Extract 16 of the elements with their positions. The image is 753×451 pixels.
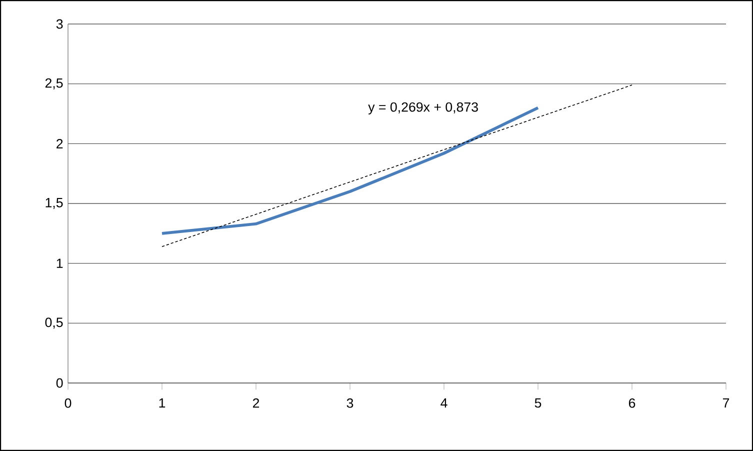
x-tick-label: 0 [64, 398, 72, 408]
x-tick-label: 5 [534, 398, 542, 408]
x-tick-label: 2 [252, 398, 260, 408]
y-tick-label: 0,5 [45, 318, 63, 329]
y-tick-label: 0 [56, 378, 63, 388]
x-tick-label: 1 [159, 398, 166, 408]
x-tick-label: 4 [440, 398, 448, 408]
y-tick-label: 2 [56, 139, 63, 148]
y-tick-label: 2,5 [45, 78, 63, 90]
y-tick-label: 1,5 [46, 198, 63, 209]
annotation: y = 0,269x + 0,873 [368, 102, 478, 114]
x-tick-label: 6 [628, 398, 636, 408]
x-tick-label: 3 [346, 398, 354, 408]
x-tick-label: 7 [722, 398, 730, 408]
y-tick-label: 3 [56, 19, 63, 29]
y-tick-label: 1 [56, 258, 63, 268]
